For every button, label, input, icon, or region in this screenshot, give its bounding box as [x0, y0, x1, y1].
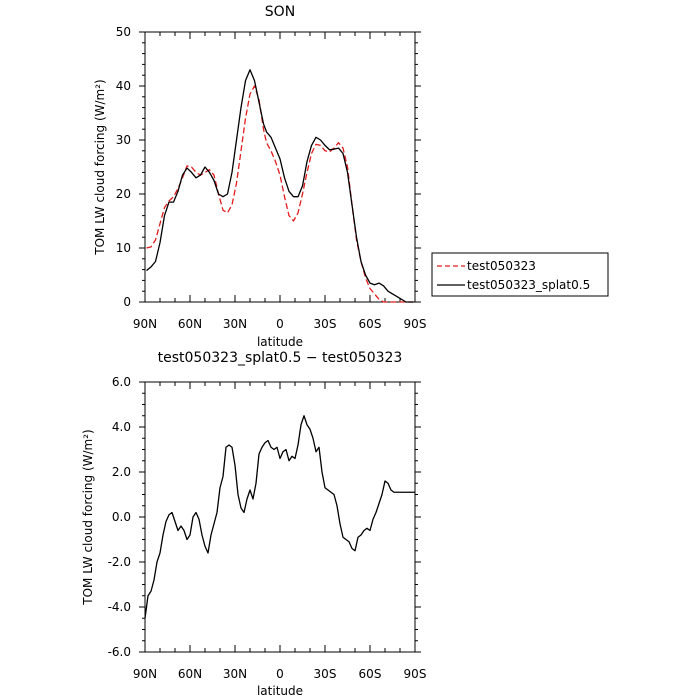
y-tick-label: -2.0: [108, 555, 131, 569]
x-tick-label: 60N: [178, 317, 202, 331]
legend-label-test050323: test050323: [467, 259, 536, 273]
legend: test050323 test050323_splat0.5: [431, 252, 609, 297]
tick-marks: [139, 31, 421, 303]
x-tick-label: 30N: [223, 667, 247, 681]
y-tick-label: 2.0: [112, 465, 131, 479]
legend-label-splat: test050323_splat0.5: [467, 278, 590, 292]
tick-marks: [139, 381, 421, 653]
x-tick-label: 30S: [314, 317, 337, 331]
series-line-test050323: [146, 85, 414, 303]
plot-frame: [144, 31, 416, 303]
x-tick-label: 60S: [359, 317, 382, 331]
x-tick-label: 90S: [404, 667, 427, 681]
x-tick-label: 90S: [404, 317, 427, 331]
x-tick-label: 60S: [359, 667, 382, 681]
y-tick-label: 50: [116, 25, 131, 39]
y-tick-label: 0.0: [112, 510, 131, 524]
y-tick-label: 30: [116, 133, 131, 147]
y-axis-title: TOM LW cloud forcing (W/m²): [93, 79, 107, 256]
chart-title: test050323_splat0.5 − test050323: [158, 350, 403, 366]
x-axis-title: latitude: [257, 684, 303, 698]
y-tick-label: 40: [116, 79, 131, 93]
x-tick-labels: 90N 60N 30N 0 30S 60S 90S: [133, 317, 427, 331]
x-tick-label: 60N: [178, 667, 202, 681]
x-tick-label: 90N: [133, 667, 157, 681]
chart-title: SON: [265, 4, 295, 20]
y-tick-label: 4.0: [112, 420, 131, 434]
y-tick-label: -4.0: [108, 600, 131, 614]
y-tick-labels: -6.0 -4.0 -2.0 0.0 2.0 4.0 6.0: [108, 375, 131, 659]
x-tick-label: 30S: [314, 667, 337, 681]
y-tick-labels: 0 10 20 30 40 50: [116, 25, 131, 309]
series-line-difference: [144, 415, 415, 619]
y-tick-label: 10: [116, 241, 131, 255]
son-chart: SON 90N 60N 30N 0 30S 60S 90S 0 10 20 30 40 50 lati…: [93, 4, 426, 349]
y-tick-label: -6.0: [108, 645, 131, 659]
x-tick-label: 30N: [223, 317, 247, 331]
x-tick-label: 0: [276, 667, 284, 681]
y-axis-title: TOM LW cloud forcing (W/m²): [81, 429, 95, 606]
y-tick-label: 0: [123, 295, 131, 309]
y-tick-label: 20: [116, 187, 131, 201]
series-lines: [146, 69, 414, 303]
legend-box: [431, 252, 609, 297]
series-line-test050323-splat0-5: [146, 69, 414, 303]
x-tick-label: 90N: [133, 317, 157, 331]
x-tick-labels: 90N 60N 30N 0 30S 60S 90S: [133, 667, 427, 681]
x-axis-title: latitude: [257, 335, 303, 349]
y-tick-label: 6.0: [112, 375, 131, 389]
series-lines: [144, 415, 415, 619]
difference-chart: test050323_splat0.5 − test050323 90N 60N 3…: [81, 350, 426, 698]
x-tick-label: 0: [276, 317, 284, 331]
